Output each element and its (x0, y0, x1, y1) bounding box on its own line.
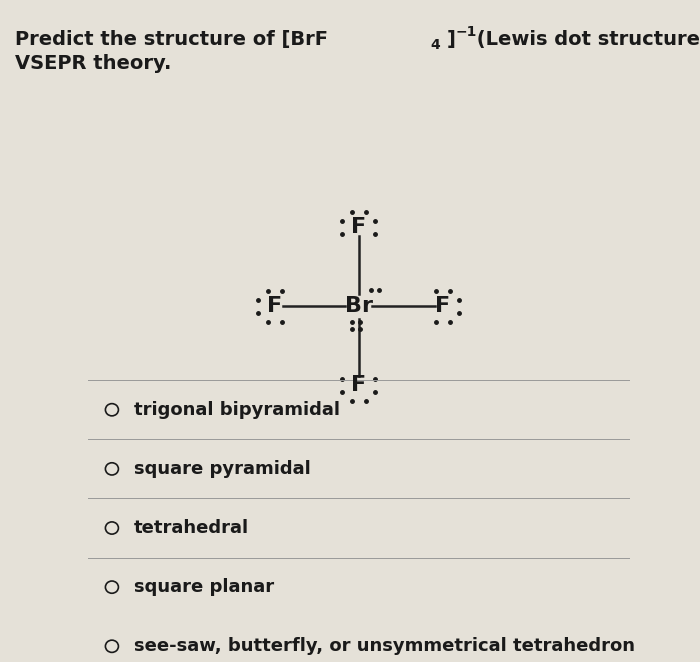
Text: Br: Br (344, 297, 372, 316)
Text: square planar: square planar (134, 578, 274, 596)
Text: (Lewis dot structure shown below) using: (Lewis dot structure shown below) using (470, 30, 700, 49)
Text: VSEPR theory.: VSEPR theory. (15, 54, 172, 73)
Text: tetrahedral: tetrahedral (134, 519, 248, 537)
Text: −1: −1 (456, 25, 477, 39)
Text: F: F (267, 297, 282, 316)
Text: square pyramidal: square pyramidal (134, 460, 310, 478)
Text: Predict the structure of [BrF: Predict the structure of [BrF (15, 30, 328, 49)
Text: F: F (351, 217, 366, 237)
Text: ]: ] (447, 30, 456, 49)
Text: trigonal bipyramidal: trigonal bipyramidal (134, 401, 340, 419)
Text: 4: 4 (430, 38, 440, 52)
Text: F: F (435, 297, 450, 316)
Text: F: F (351, 375, 366, 395)
Text: see-saw, butterfly, or unsymmetrical tetrahedron: see-saw, butterfly, or unsymmetrical tet… (134, 638, 635, 655)
